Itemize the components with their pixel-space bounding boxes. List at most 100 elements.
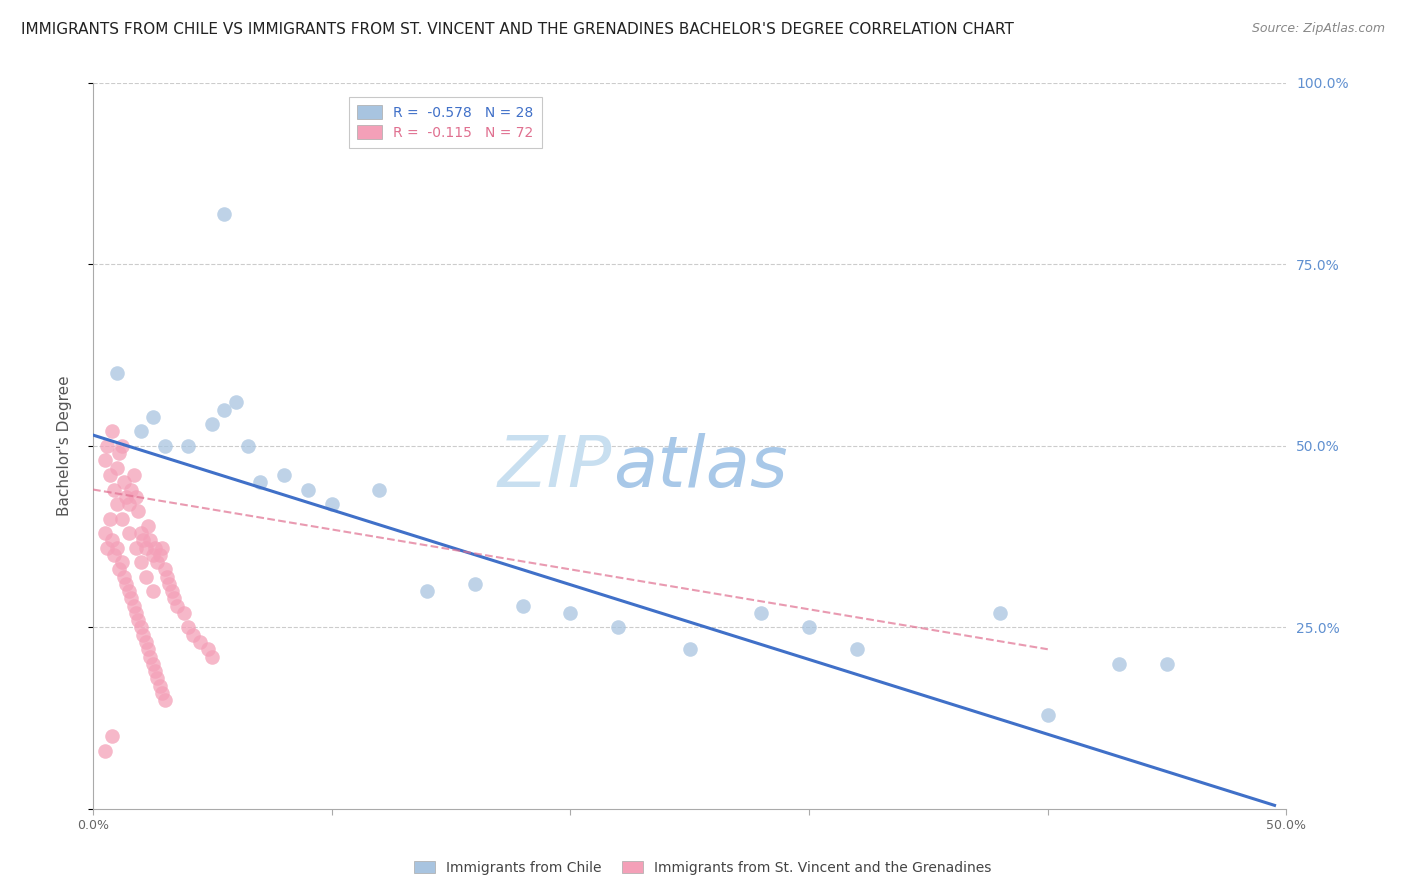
Point [118, 584, 141, 599]
Point [197, 642, 219, 657]
Point [153, 693, 176, 707]
Point [94, 526, 117, 541]
Point [136, 518, 159, 533]
Point [101, 730, 124, 744]
Point [225, 395, 247, 409]
Point [142, 548, 165, 562]
Point [96, 439, 118, 453]
Point [129, 526, 152, 541]
Point [120, 591, 142, 606]
Point [560, 606, 582, 620]
Point [135, 541, 157, 555]
Point [157, 577, 180, 591]
Point [160, 584, 183, 599]
Point [163, 591, 186, 606]
Point [297, 483, 319, 497]
Point [146, 671, 169, 685]
Point [150, 541, 173, 555]
Point [181, 628, 204, 642]
Point [98, 511, 121, 525]
Point [127, 613, 149, 627]
Point [201, 417, 224, 432]
Point [105, 460, 128, 475]
Point [512, 599, 534, 613]
Legend: R =  -0.578   N = 28, R =  -0.115   N = 72: R = -0.578 N = 28, R = -0.115 N = 72 [349, 97, 541, 148]
Point [238, 439, 260, 453]
Point [115, 490, 138, 504]
Point [143, 664, 166, 678]
Point [139, 649, 162, 664]
Point [988, 606, 1011, 620]
Point [112, 569, 135, 583]
Point [118, 526, 141, 541]
Point [125, 490, 148, 504]
Text: ZIP: ZIP [498, 434, 612, 502]
Point [120, 483, 142, 497]
Text: IMMIGRANTS FROM CHILE VS IMMIGRANTS FROM ST. VINCENT AND THE GRENADINES BACHELOR: IMMIGRANTS FROM CHILE VS IMMIGRANTS FROM… [21, 22, 1014, 37]
Point [139, 533, 162, 548]
Point [177, 439, 200, 453]
Point [153, 562, 176, 576]
Point [94, 453, 117, 467]
Point [125, 541, 148, 555]
Point [273, 468, 295, 483]
Y-axis label: Bachelor's Degree: Bachelor's Degree [58, 376, 72, 516]
Point [1036, 707, 1059, 722]
Point [112, 475, 135, 490]
Point [105, 497, 128, 511]
Point [143, 541, 166, 555]
Point [177, 620, 200, 634]
Legend: Immigrants from Chile, Immigrants from St. Vincent and the Grenadines: Immigrants from Chile, Immigrants from S… [409, 855, 997, 880]
Point [416, 584, 439, 599]
Point [111, 439, 134, 453]
Point [190, 635, 212, 649]
Point [751, 606, 773, 620]
Point [118, 497, 141, 511]
Point [101, 533, 124, 548]
Point [94, 744, 117, 758]
Point [173, 606, 195, 620]
Point [156, 569, 179, 583]
Point [464, 577, 486, 591]
Point [122, 599, 145, 613]
Point [132, 628, 155, 642]
Point [129, 425, 152, 439]
Point [149, 548, 172, 562]
Point [111, 511, 134, 525]
Point [1108, 657, 1130, 671]
Point [98, 468, 121, 483]
Point [142, 657, 165, 671]
Point [132, 533, 155, 548]
Point [129, 555, 152, 569]
Point [149, 679, 172, 693]
Point [135, 635, 157, 649]
Point [845, 642, 868, 657]
Point [214, 402, 236, 417]
Point [96, 541, 118, 555]
Point [108, 446, 131, 460]
Text: atlas: atlas [613, 434, 787, 502]
Point [115, 577, 138, 591]
Point [607, 620, 630, 634]
Point [105, 541, 128, 555]
Point [201, 649, 224, 664]
Point [103, 483, 125, 497]
Point [129, 620, 152, 634]
Point [679, 642, 702, 657]
Point [103, 548, 125, 562]
Point [321, 497, 343, 511]
Point [214, 206, 236, 220]
Point [108, 562, 131, 576]
Point [135, 569, 157, 583]
Point [368, 483, 391, 497]
Point [249, 475, 271, 490]
Point [153, 439, 176, 453]
Point [1156, 657, 1178, 671]
Point [166, 599, 188, 613]
Point [125, 606, 148, 620]
Point [136, 642, 159, 657]
Text: Source: ZipAtlas.com: Source: ZipAtlas.com [1251, 22, 1385, 36]
Point [142, 409, 165, 424]
Point [122, 468, 145, 483]
Point [150, 686, 173, 700]
